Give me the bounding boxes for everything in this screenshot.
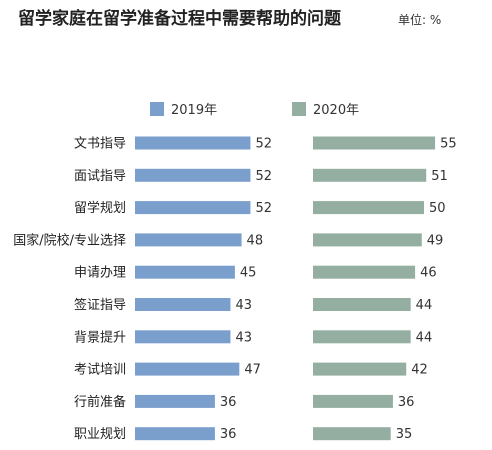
bar-2020年	[313, 201, 424, 215]
data-label: 42	[411, 363, 428, 378]
category-label: 面试指导	[74, 169, 126, 184]
category-label: 文书指导	[74, 137, 126, 152]
bar-2020年	[313, 362, 407, 376]
data-label: 51	[431, 169, 448, 184]
bar-2020年	[313, 427, 391, 441]
data-label: 52	[255, 137, 272, 152]
data-label: 36	[220, 395, 237, 410]
data-label: 46	[420, 266, 437, 281]
data-label: 55	[440, 137, 457, 152]
legend-label-2019: 2019年	[171, 103, 217, 118]
bar-2019年	[135, 330, 231, 344]
data-label: 43	[235, 298, 252, 313]
bar-2019年	[135, 201, 251, 215]
bar-2020年	[313, 265, 416, 279]
bar-2019年	[135, 233, 242, 247]
data-label: 49	[427, 233, 444, 248]
bar-2019年	[135, 265, 235, 279]
category-label: 国家/院校/专业选择	[13, 232, 126, 248]
bar-2019年	[135, 136, 251, 150]
legend-label-2020: 2020年	[313, 103, 359, 118]
chart-marks: 文书指导 52 55 面试指导 52 51 留学规划 52 50 国家/院校/专业选择 48 49 申请…	[13, 136, 457, 442]
data-label: 48	[247, 233, 264, 248]
data-label: 52	[255, 169, 272, 184]
bar-2019年	[135, 427, 215, 441]
bar-2020年	[313, 136, 436, 150]
category-label: 申请办理	[74, 266, 126, 281]
category-label: 背景提升	[74, 329, 126, 345]
legend-swatch-2020	[292, 102, 306, 116]
bar-2019年	[135, 298, 231, 311]
bar-2020年	[313, 330, 411, 344]
data-label: 45	[240, 266, 257, 281]
data-label: 44	[416, 330, 433, 345]
data-label: 36	[220, 427, 237, 442]
category-label: 行前准备	[74, 394, 126, 410]
data-label: 35	[396, 427, 413, 442]
chart-title: 留学家庭在留学准备过程中需要帮助的问题	[18, 8, 342, 29]
unit-label: 单位: %	[398, 12, 441, 27]
bar-2019年	[135, 168, 251, 182]
category-label: 考试培训	[74, 362, 126, 378]
bar-2019年	[135, 394, 215, 408]
data-label: 50	[429, 201, 446, 216]
data-label: 47	[244, 363, 261, 378]
bar-2020年	[313, 233, 422, 247]
data-label: 43	[235, 330, 252, 345]
category-label: 签证指导	[74, 297, 126, 313]
bar-2020年	[313, 298, 411, 311]
bar-2020年	[313, 394, 393, 408]
bar-2020年	[313, 168, 427, 182]
category-label: 留学规划	[74, 200, 126, 216]
data-label: 36	[398, 395, 415, 410]
bar-2019年	[135, 362, 240, 376]
data-label: 44	[416, 298, 433, 313]
data-label: 52	[255, 201, 272, 216]
legend-swatch-2019	[150, 102, 164, 116]
category-label: 职业规划	[74, 427, 126, 442]
